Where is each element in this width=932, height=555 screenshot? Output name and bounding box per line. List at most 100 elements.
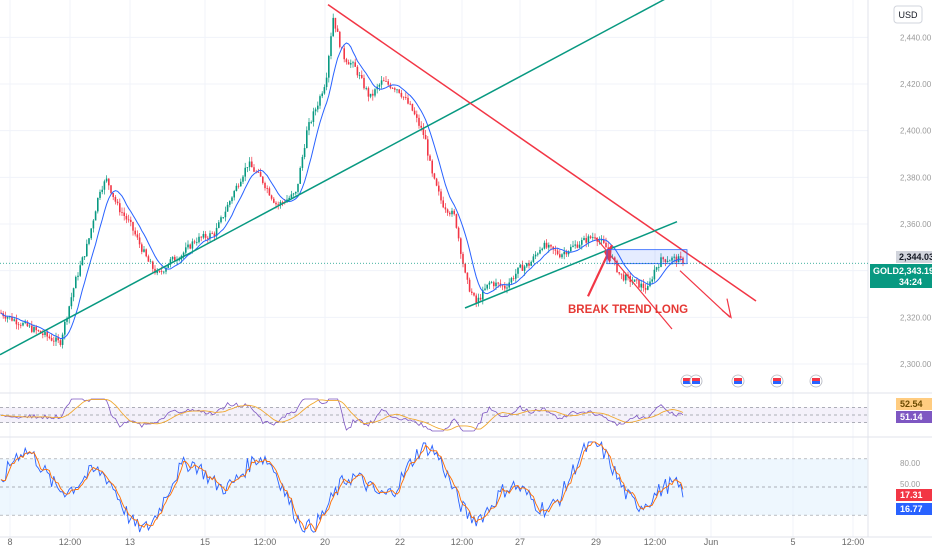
candle-body xyxy=(484,288,486,290)
candle-body xyxy=(473,292,475,296)
x-tick-label: 13 xyxy=(125,537,135,547)
candle-body xyxy=(196,242,198,244)
event-flag-icon[interactable] xyxy=(731,374,745,388)
candle-body xyxy=(167,264,169,268)
candle-body xyxy=(528,263,530,266)
rsi-ma-line xyxy=(0,399,684,431)
candle-body xyxy=(581,240,583,245)
candle-body xyxy=(266,188,268,189)
candle-body xyxy=(218,222,220,228)
candle-body xyxy=(627,274,629,277)
candle-body xyxy=(4,316,7,319)
countdown-value: 34:24 xyxy=(899,277,922,287)
candle-body xyxy=(303,148,306,158)
candle-body xyxy=(653,269,656,280)
candle-body xyxy=(42,333,44,335)
candle-body xyxy=(517,267,519,274)
x-tick-label: 12:00 xyxy=(842,537,865,547)
candle-body xyxy=(385,81,387,82)
grid-lines xyxy=(0,0,868,537)
candle-body xyxy=(541,248,543,250)
candle-body xyxy=(33,326,35,332)
candle-body xyxy=(57,337,59,341)
candle-body xyxy=(429,155,431,161)
candle-body xyxy=(451,210,453,215)
candle-body xyxy=(545,242,548,248)
candle-body xyxy=(110,185,112,194)
candle-body xyxy=(72,288,75,298)
candle-body xyxy=(94,211,97,221)
rsi-line xyxy=(0,398,684,432)
candle-body xyxy=(88,238,90,244)
rsi-ma-tag: 52.54 xyxy=(896,398,932,410)
candle-body xyxy=(97,197,99,212)
candle-body xyxy=(125,215,128,220)
candle-body xyxy=(202,233,205,238)
candle-body xyxy=(132,222,134,231)
candle-body xyxy=(416,114,418,118)
candle-body xyxy=(662,257,664,260)
candle-body xyxy=(61,334,64,345)
candle-body xyxy=(224,211,227,218)
event-flags[interactable] xyxy=(680,374,823,388)
stoch-d-value: 17.31 xyxy=(900,490,923,500)
y-tick-label: 2,400.00 xyxy=(900,127,932,136)
candle-body xyxy=(479,297,482,300)
candle-body xyxy=(279,201,282,205)
candle-body xyxy=(31,325,33,332)
candle-body xyxy=(515,273,517,279)
candle-body xyxy=(339,31,341,47)
x-tick-label: 5 xyxy=(790,537,795,547)
candle-body xyxy=(310,122,312,123)
y-tick-label: 2,440.00 xyxy=(900,33,932,42)
candle-body xyxy=(620,273,623,275)
prev-price-value: 2,344.03 xyxy=(899,252,932,262)
candle-body xyxy=(411,103,414,111)
lower-channel-line xyxy=(464,220,678,309)
candle-body xyxy=(171,256,174,260)
candle-body xyxy=(198,236,200,243)
moving-average xyxy=(0,42,684,339)
candle-body xyxy=(409,103,411,105)
candle-body xyxy=(389,84,392,88)
event-flag-icon[interactable] xyxy=(689,374,703,388)
currency-button[interactable]: USD xyxy=(893,5,923,24)
candle-body xyxy=(257,171,260,173)
event-flag-icon[interactable] xyxy=(809,374,823,388)
candle-body xyxy=(671,257,673,261)
candle-body xyxy=(570,246,572,252)
candle-body xyxy=(53,340,55,342)
candle-body xyxy=(149,261,152,263)
candle-body xyxy=(400,92,403,97)
candle-body xyxy=(543,242,546,249)
candle-body xyxy=(321,93,323,97)
candle-body xyxy=(127,219,130,221)
candle-body xyxy=(510,278,513,283)
candle-body xyxy=(378,84,381,87)
candle-body xyxy=(81,257,84,266)
x-tick-label: 20 xyxy=(320,537,330,547)
candle-body xyxy=(207,237,209,239)
candle-body xyxy=(66,318,68,322)
candle-body xyxy=(114,197,117,202)
candle-body xyxy=(453,210,455,215)
candle-body xyxy=(189,244,191,249)
candle-body xyxy=(290,194,293,198)
candle-body xyxy=(565,251,568,255)
candle-body xyxy=(407,97,409,104)
candle-body xyxy=(521,264,524,271)
flag-stripe xyxy=(683,381,691,384)
candle-body xyxy=(143,249,145,252)
candle-body xyxy=(361,75,363,78)
candle-body xyxy=(277,204,279,206)
candle-body xyxy=(79,265,81,276)
event-flag-icon[interactable] xyxy=(770,374,784,388)
candle-body xyxy=(475,295,477,303)
candle-body xyxy=(422,127,425,135)
candle-body xyxy=(435,178,438,186)
candle-body xyxy=(268,188,271,196)
candle-body xyxy=(213,233,216,237)
candle-body xyxy=(75,276,77,289)
